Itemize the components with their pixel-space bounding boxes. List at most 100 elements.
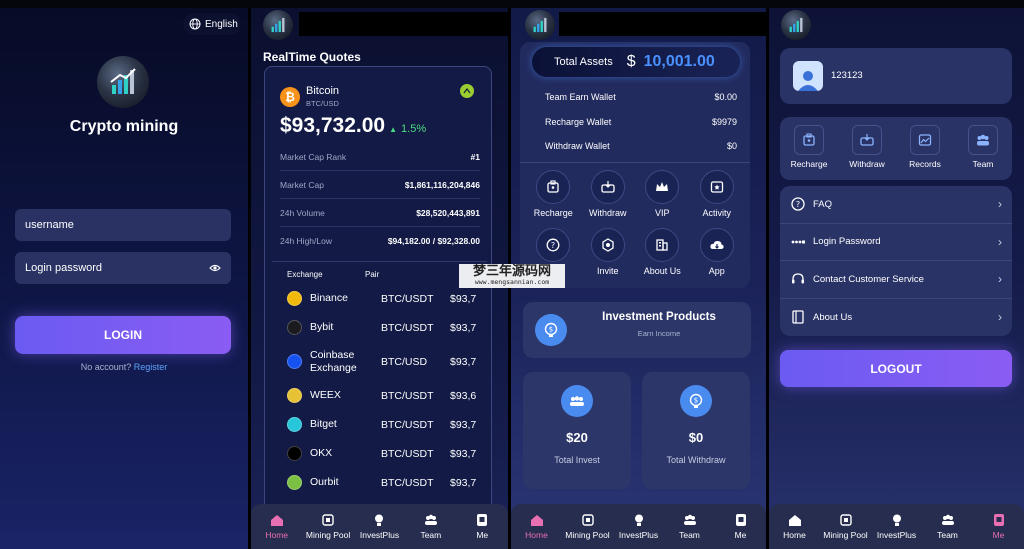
quick-action-team[interactable]: Team	[954, 125, 1012, 169]
exchange-pair: BTC/USDT	[381, 476, 434, 489]
nav-investplus-label: InvestPlus	[359, 530, 400, 540]
exchange-pair: BTC/USDT	[381, 292, 434, 305]
logout-button-label: LOGOUT	[870, 361, 922, 376]
chevron-right-icon: ›	[998, 197, 1002, 212]
action-invite[interactable]: Invite	[581, 228, 636, 276]
nav-team[interactable]: Team	[407, 513, 455, 540]
nav-home[interactable]: Home	[771, 513, 819, 540]
action-app[interactable]: App	[690, 228, 745, 276]
logout-button[interactable]: LOGOUT	[780, 350, 1012, 387]
price-change: 1.5%	[401, 123, 427, 135]
investment-products-card[interactable]: $ Investment Products Earn Income	[523, 302, 751, 358]
wallet-label: Team Earn Wallet	[545, 92, 616, 103]
withdraw-summary-icon: $	[680, 385, 712, 417]
exchange-row: Coinbase Exchange BTC/USD $93,7	[287, 342, 493, 381]
wallet-label: Withdraw Wallet	[545, 141, 610, 152]
exchange-pair: BTC/USDT	[381, 447, 434, 460]
quick-action-records[interactable]: Records	[896, 125, 954, 169]
action-label: Invite	[596, 266, 619, 276]
bitget-icon	[287, 417, 302, 432]
quick-action-withdraw[interactable]: Withdraw	[838, 125, 896, 169]
quotes-screen: RealTime Quotes ₿ Bitcoin BTC/USD $93,73…	[251, 8, 508, 549]
invest-amount: $20	[566, 430, 588, 445]
register-prompt: No account? Register	[0, 362, 248, 372]
recharge-icon	[536, 170, 571, 204]
quick-action-label: Team	[972, 159, 994, 169]
bottom-nav: Home Mining Pool InvestPlus Team Me	[769, 504, 1024, 549]
menu-item-contact-customer-service[interactable]: Contact Customer Service ›	[780, 261, 1012, 299]
chevron-right-icon: ›	[998, 234, 1002, 249]
recharge-icon	[794, 125, 824, 155]
exchange-name: Ourbit	[310, 476, 339, 489]
menu-item-faq[interactable]: ? FAQ ›	[780, 186, 1012, 224]
action-activity[interactable]: Activity	[690, 170, 745, 218]
book-icon	[790, 309, 806, 325]
exchange-pair: BTC/USDT	[381, 321, 434, 334]
team-icon	[683, 514, 696, 525]
nav-mining-pool[interactable]: Mining Pool	[564, 513, 612, 540]
stat-value: $28,520,443,891	[416, 207, 480, 218]
nav-mining-pool-label: Mining Pool	[305, 530, 351, 540]
action-withdraw[interactable]: Withdraw	[581, 170, 636, 218]
group-icon	[570, 396, 584, 406]
nav-home[interactable]: Home	[253, 513, 301, 540]
nav-me[interactable]: Me	[717, 513, 765, 540]
nav-team[interactable]: Team	[666, 513, 714, 540]
exchange-price: $93,7	[450, 418, 477, 431]
nav-team[interactable]: Team	[924, 513, 972, 540]
bitcoin-icon: ₿	[280, 87, 300, 107]
redacted-header	[559, 12, 766, 36]
nav-me[interactable]: Me	[975, 513, 1023, 540]
eye-icon[interactable]	[209, 263, 221, 273]
invest-label: Total Invest	[554, 455, 600, 465]
stat-value: $1,861,116,204,846	[404, 179, 480, 190]
menu-item-label: FAQ	[813, 198, 833, 210]
investment-subtitle: Earn Income	[637, 329, 681, 338]
action-label: App	[708, 266, 725, 276]
nav-me[interactable]: Me	[458, 513, 506, 540]
register-link[interactable]: Register	[133, 362, 168, 372]
nav-investplus[interactable]: InvestPlus	[615, 513, 663, 540]
password-placeholder: Login password	[25, 262, 103, 274]
menu-item-about-us[interactable]: About Us ›	[780, 299, 1012, 337]
nav-home[interactable]: Home	[513, 513, 561, 540]
nav-investplus[interactable]: InvestPlus	[355, 513, 403, 540]
exchange-name: Binance	[310, 292, 348, 305]
quick-action-label: Records	[909, 159, 941, 169]
menu-item-login-password[interactable]: Login Password ›	[780, 224, 1012, 261]
price-value: $93,732.00	[280, 114, 386, 137]
header-logo	[525, 10, 555, 40]
nav-investplus[interactable]: InvestPlus	[873, 513, 921, 540]
stat-row: 24h Volume $28,520,443,891	[280, 199, 480, 227]
wallet-value: $0.00	[714, 92, 737, 103]
wallet-row: Team Earn Wallet $0.00	[545, 85, 737, 110]
action-about-us[interactable]: About Us	[635, 228, 690, 276]
quick-action-recharge[interactable]: Recharge	[780, 125, 838, 169]
language-selector[interactable]: English	[183, 13, 241, 35]
action-help[interactable]: ?	[526, 228, 581, 276]
action-recharge[interactable]: Recharge	[526, 170, 581, 218]
password-field[interactable]: Login password	[15, 252, 231, 284]
stat-label: Market Cap Rank	[280, 151, 347, 162]
nav-mining-pool[interactable]: Mining Pool	[304, 513, 352, 540]
nav-mining-pool-label: Mining Pool	[565, 530, 610, 540]
exchange-price: $93,7	[450, 321, 477, 334]
svg-text:$: $	[694, 397, 698, 405]
action-vip[interactable]: VIP	[635, 170, 690, 218]
trend-indicator-icon	[460, 84, 474, 98]
activity-icon	[699, 170, 734, 204]
nav-mining-pool[interactable]: Mining Pool	[822, 513, 870, 540]
exchange-name: Coinbase Exchange	[310, 349, 357, 374]
me-icon	[993, 514, 1004, 526]
nav-mining-pool-label: Mining Pool	[823, 530, 868, 540]
username-field[interactable]: username	[15, 209, 231, 241]
binance-icon	[287, 291, 302, 306]
quick-actions: Recharge Withdraw Records Team	[780, 125, 1012, 169]
watermark: 梦三年源码网 www.mengsannian.com	[459, 264, 565, 288]
exchange-pair: BTC/USDT	[381, 389, 434, 402]
exchange-row: Bybit BTC/USDT $93,7	[287, 313, 493, 342]
login-button[interactable]: LOGIN	[15, 316, 231, 354]
nav-investplus-label: InvestPlus	[618, 530, 659, 540]
user-avatar-icon	[798, 71, 818, 91]
menu-list: ? FAQ › Login Password › Contact Customer Ser…	[780, 186, 1012, 336]
